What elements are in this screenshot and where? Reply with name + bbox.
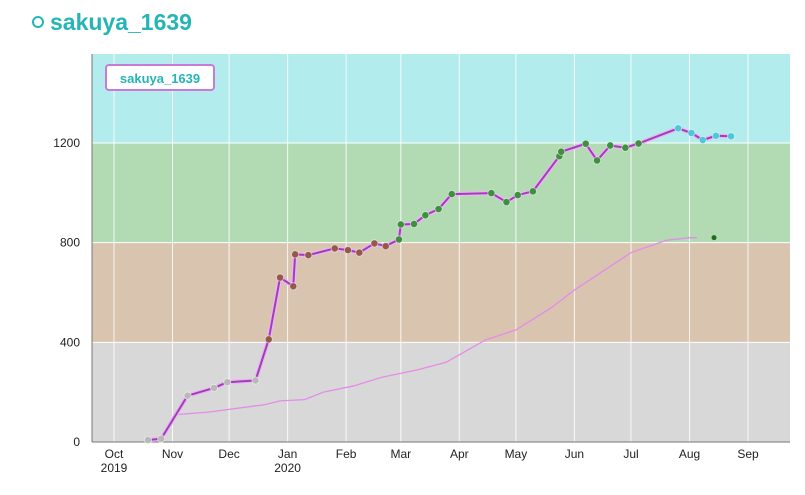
rating-point-7: [276, 273, 285, 282]
x-tick-label-3: Jan: [278, 447, 297, 461]
rating-point-37: [727, 132, 736, 141]
rating-point-30: [606, 141, 615, 150]
rating-point-8: [289, 282, 298, 291]
rating-point-15: [381, 242, 390, 251]
x-tick-label-7: May: [505, 447, 528, 461]
x-tick-label-1: Nov: [162, 447, 183, 461]
rating-point-23: [502, 198, 511, 207]
rating-band-2: [92, 143, 790, 243]
rating-point-13: [355, 248, 364, 257]
x-tick-label-9: Jul: [623, 447, 638, 461]
rating-point-3: [210, 383, 219, 392]
y-tick-label-3: 1200: [53, 136, 80, 150]
rating-band-0: [92, 342, 790, 442]
rating-point-14: [370, 239, 379, 248]
x-tick-label-6: Apr: [450, 447, 469, 461]
rating-point-2: [183, 391, 192, 400]
rating-point-10: [304, 251, 313, 260]
rating-point-24: [513, 191, 522, 200]
performance-end-point: [711, 235, 717, 241]
x-tick-year-3: 2020: [274, 461, 301, 475]
rating-point-35: [698, 136, 707, 145]
rating-point-29: [593, 156, 602, 165]
rating-point-5: [251, 376, 260, 385]
rating-point-21: [447, 190, 456, 199]
rating-band-1: [92, 242, 790, 343]
rating-point-25: [528, 187, 537, 196]
rating-point-6: [264, 335, 273, 344]
x-tick-label-8: Jun: [565, 447, 584, 461]
x-tick-label-11: Sep: [737, 447, 759, 461]
rating-point-33: [674, 124, 683, 133]
y-tick-label-2: 800: [60, 236, 80, 250]
rating-point-27: [557, 147, 566, 156]
rating-point-28: [581, 139, 590, 148]
legend-box: [105, 64, 215, 91]
page-header: sakuya_1639: [32, 6, 192, 38]
x-tick-label-2: Dec: [218, 447, 239, 461]
x-tick-label-5: Mar: [390, 447, 411, 461]
rating-point-0: [143, 436, 152, 445]
rating-point-20: [434, 205, 443, 214]
rating-point-1: [157, 434, 166, 443]
rating-point-17: [396, 220, 405, 229]
x-tick-label-10: Aug: [679, 447, 700, 461]
rating-point-19: [421, 211, 430, 220]
y-tick-label-1: 400: [60, 335, 80, 349]
rating-point-4: [223, 378, 232, 387]
rating-point-9: [291, 250, 300, 259]
rating-point-18: [410, 219, 419, 228]
y-tick-label-0: 0: [73, 435, 80, 449]
rating-point-36: [711, 131, 720, 140]
rating-point-22: [487, 189, 496, 198]
page-title: sakuya_1639: [50, 8, 192, 35]
rating-point-12: [343, 246, 352, 255]
legend-label: sakuya_1639: [120, 71, 200, 86]
x-tick-label-0: Oct: [105, 447, 124, 461]
x-tick-label-4: Feb: [336, 447, 357, 461]
circle-icon: [32, 16, 44, 28]
rating-point-11: [330, 244, 339, 253]
x-tick-year-0: 2019: [101, 461, 128, 475]
rating-point-34: [687, 129, 696, 138]
performance-line: [147, 237, 698, 442]
rating-point-32: [634, 139, 643, 148]
rating-point-31: [621, 143, 630, 152]
rating-point-16: [394, 235, 403, 244]
